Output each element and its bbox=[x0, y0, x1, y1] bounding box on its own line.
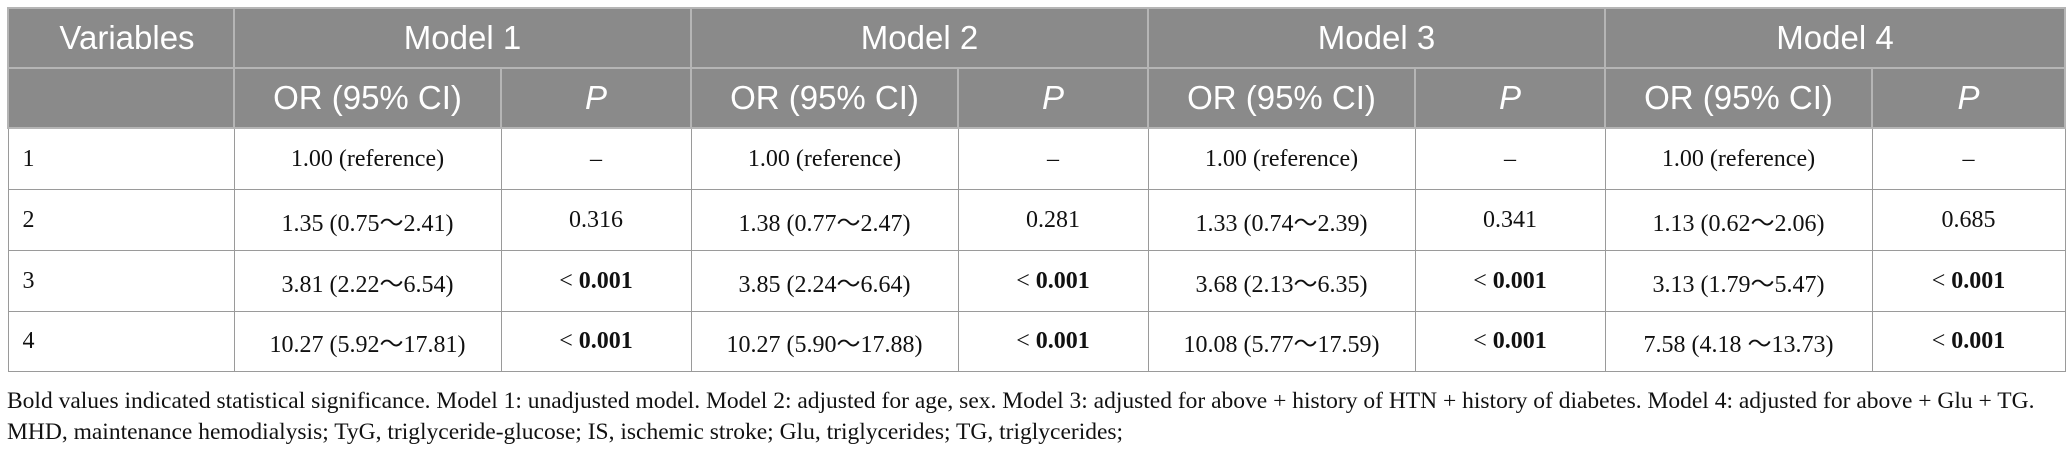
or-ci-cell: 3.81 (2.22～6.54) bbox=[233, 250, 502, 312]
header-row-subheaders: OR (95% CI) P OR (95% CI) P OR (95% CI) … bbox=[7, 67, 2066, 129]
header-empty-cell bbox=[7, 67, 235, 129]
p-value-prefix: < bbox=[1016, 267, 1036, 294]
header-model-3: Model 3 bbox=[1147, 7, 1606, 69]
or-ci-cell: 7.58 (4.18 ～13.73) bbox=[1604, 311, 1873, 372]
p-value: 0.281 bbox=[1026, 206, 1080, 233]
p-value-cell: – bbox=[1414, 127, 1606, 190]
header-row-models: Variables Model 1 Model 2 Model 3 Model … bbox=[7, 7, 2066, 69]
p-value: – bbox=[1504, 145, 1516, 172]
row-variable-label: 2 bbox=[7, 189, 235, 251]
p-value-prefix: < bbox=[1931, 267, 1952, 294]
or-ci-cell: 1.00 (reference) bbox=[1604, 127, 1873, 190]
p-value: 0.316 bbox=[569, 206, 623, 233]
p-value-prefix: < bbox=[1473, 328, 1493, 354]
p-value-prefix: < bbox=[1931, 328, 1952, 354]
subheader-or: OR (95% CI) bbox=[1604, 67, 1873, 129]
or-ci-cell: 1.13 (0.62～2.06) bbox=[1604, 189, 1873, 251]
p-value: 0.001 bbox=[578, 328, 633, 354]
subheader-p: P bbox=[957, 67, 1149, 129]
or-ci-cell: 1.00 (reference) bbox=[1147, 127, 1416, 190]
or-ci-cell: 10.08 (5.77～17.59) bbox=[1147, 311, 1416, 372]
p-value-cell: 0.341 bbox=[1414, 189, 1606, 251]
p-value: 0.001 bbox=[1951, 267, 2006, 294]
p-value-cell: < 0.001 bbox=[500, 311, 692, 372]
or-ci-cell: 3.85 (2.24～6.64) bbox=[690, 250, 959, 312]
p-value-cell: < 0.001 bbox=[957, 250, 1149, 312]
header-model-2: Model 2 bbox=[690, 7, 1149, 69]
table-footnote: Bold values indicated statistical signif… bbox=[7, 388, 2035, 445]
p-value-cell: 0.316 bbox=[500, 189, 692, 251]
p-value-cell: 0.685 bbox=[1871, 189, 2066, 251]
row-variable-label: 4 bbox=[7, 311, 235, 372]
row-variable-label: 3 bbox=[7, 250, 235, 312]
row-variable-label: 1 bbox=[7, 127, 235, 190]
p-value-cell: < 0.001 bbox=[1871, 311, 2066, 372]
or-ci-cell: 1.35 (0.75～2.41) bbox=[233, 189, 502, 251]
p-value: 0.341 bbox=[1483, 206, 1537, 233]
subheader-or: OR (95% CI) bbox=[233, 67, 502, 129]
subheader-or: OR (95% CI) bbox=[1147, 67, 1416, 129]
or-ci-cell: 10.27 (5.90～17.88) bbox=[690, 311, 959, 372]
header-variables: Variables bbox=[7, 7, 235, 69]
p-value: 0.001 bbox=[1035, 267, 1090, 294]
p-value: 0.685 bbox=[1941, 206, 1996, 233]
p-value-cell: < 0.001 bbox=[1414, 311, 1606, 372]
p-value-prefix: < bbox=[1016, 328, 1036, 354]
p-value-cell: < 0.001 bbox=[1414, 250, 1606, 312]
p-value: – bbox=[590, 145, 602, 172]
p-value-cell: < 0.001 bbox=[1871, 250, 2066, 312]
p-value-cell: – bbox=[1871, 127, 2066, 190]
p-value: 0.001 bbox=[1951, 328, 2006, 354]
p-value: 0.001 bbox=[1492, 328, 1547, 354]
regression-table: Variables Model 1 Model 2 Model 3 Model … bbox=[7, 7, 2066, 372]
or-ci-cell: 1.38 (0.77～2.47) bbox=[690, 189, 959, 251]
p-value-cell: < 0.001 bbox=[500, 250, 692, 312]
p-value-cell: 0.281 bbox=[957, 189, 1149, 251]
or-ci-cell: 1.00 (reference) bbox=[233, 127, 502, 190]
subheader-p: P bbox=[1871, 67, 2066, 129]
subheader-or: OR (95% CI) bbox=[690, 67, 959, 129]
p-value: – bbox=[1047, 145, 1059, 172]
p-value-prefix: < bbox=[1473, 267, 1493, 294]
table-row: 3 3.81 (2.22～6.54) < 0.001 3.85 (2.24～6.64)… bbox=[7, 250, 2066, 312]
p-value-prefix: < bbox=[559, 328, 579, 354]
p-value: – bbox=[1962, 145, 1975, 172]
subheader-p: P bbox=[500, 67, 692, 129]
table-body: 1 1.00 (reference) –1.00 (reference) –1.00 … bbox=[7, 127, 2066, 372]
header-model-1: Model 1 bbox=[233, 7, 692, 69]
or-ci-cell: 10.27 (5.92～17.81) bbox=[233, 311, 502, 372]
p-value: 0.001 bbox=[1035, 328, 1090, 354]
p-value: 0.001 bbox=[578, 267, 633, 294]
header-model-4: Model 4 bbox=[1604, 7, 2066, 69]
p-value-cell: – bbox=[500, 127, 692, 190]
table-row: 1 1.00 (reference) –1.00 (reference) –1.00 … bbox=[7, 127, 2066, 190]
or-ci-cell: 3.13 (1.79～5.47) bbox=[1604, 250, 1873, 312]
results-table-container: Variables Model 1 Model 2 Model 3 Model … bbox=[7, 7, 2066, 372]
table-header: Variables Model 1 Model 2 Model 3 Model … bbox=[7, 7, 2066, 129]
table-row: 4 10.27 (5.92～17.81) < 0.001 10.27 (5.90～17… bbox=[7, 311, 2066, 372]
p-value-cell: < 0.001 bbox=[957, 311, 1149, 372]
or-ci-cell: 1.00 (reference) bbox=[690, 127, 959, 190]
p-value: 0.001 bbox=[1492, 267, 1547, 294]
or-ci-cell: 3.68 (2.13～6.35) bbox=[1147, 250, 1416, 312]
p-value-cell: – bbox=[957, 127, 1149, 190]
or-ci-cell: 1.33 (0.74～2.39) bbox=[1147, 189, 1416, 251]
table-row: 2 1.35 (0.75～2.41) 0.316 1.38 (0.77～2.47) 0.… bbox=[7, 189, 2066, 251]
p-value-prefix: < bbox=[559, 267, 579, 294]
subheader-p: P bbox=[1414, 67, 1606, 129]
